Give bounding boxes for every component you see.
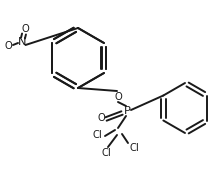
Text: O: O [21,24,29,34]
Text: P: P [124,106,130,116]
Text: O: O [97,113,105,123]
Text: O: O [114,92,122,102]
Text: O: O [4,41,12,51]
Text: Cl: Cl [129,143,139,153]
Text: Cl: Cl [101,148,111,158]
Text: Cl: Cl [92,130,102,140]
Text: N: N [18,37,26,47]
